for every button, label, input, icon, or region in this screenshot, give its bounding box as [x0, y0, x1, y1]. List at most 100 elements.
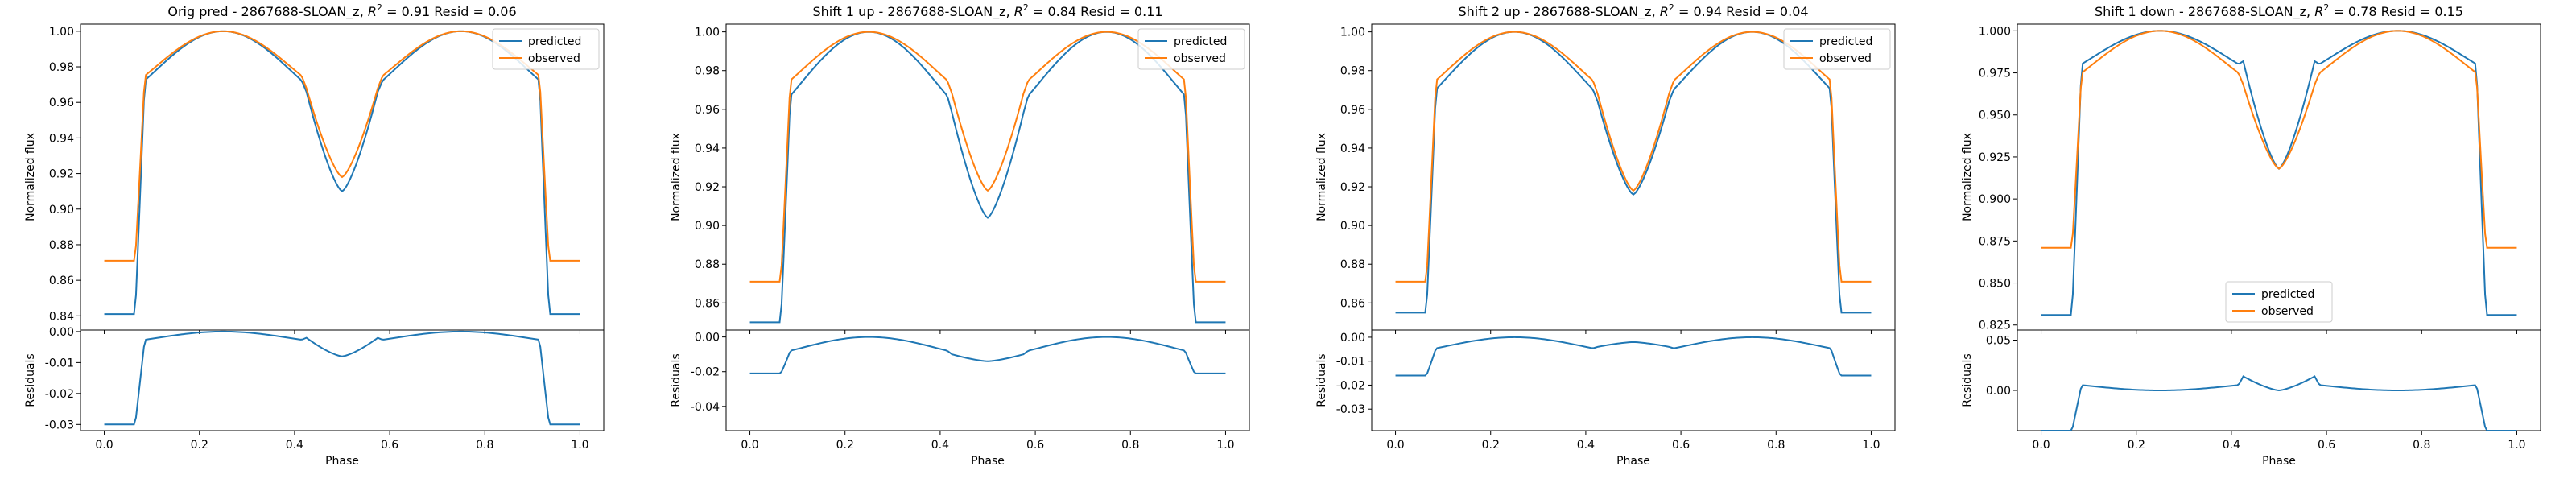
- title-prefix: Shift 1 up - 2867688-SLOAN_z,: [812, 4, 1013, 20]
- resid-ytick-label: 0.00: [1986, 385, 2011, 398]
- resid-y-axis-label: Residuals: [670, 353, 683, 407]
- flux-y-axis-label: Normalized flux: [670, 133, 683, 221]
- chart-title: Shift 2 up - 2867688-SLOAN_z, R2 = 0.94 …: [1458, 2, 1808, 20]
- flux-ytick-label: 0.98: [695, 65, 720, 78]
- xtick-label: 0.4: [931, 439, 949, 452]
- xtick-label: 0.8: [1767, 439, 1785, 452]
- flux-ytick-label: 0.96: [695, 104, 720, 117]
- xtick-label: 0.2: [1482, 439, 1500, 452]
- flux-ytick-label: 0.92: [49, 168, 74, 181]
- x-axis-label: Phase: [325, 455, 359, 468]
- title-prefix: Shift 2 up - 2867688-SLOAN_z,: [1458, 4, 1659, 20]
- flux-ytick-label: 0.96: [49, 97, 74, 109]
- flux-ytick-label: 0.92: [695, 181, 720, 194]
- resid-ytick-label: -0.03: [45, 419, 74, 431]
- chart-title: Orig pred - 2867688-SLOAN_z, R2 = 0.91 R…: [167, 2, 516, 20]
- r2-equals: =: [2329, 4, 2348, 19]
- flux-ytick-label: 0.850: [1979, 278, 2011, 291]
- flux-ytick-label: 0.88: [1340, 258, 1365, 271]
- flux-ytick-label: 1.00: [49, 26, 74, 39]
- predicted-series-line: [1395, 31, 1872, 314]
- residual-series-line: [2041, 375, 2517, 431]
- flux-ytick-label: 0.88: [695, 258, 720, 271]
- flux-ytick-label: 0.88: [49, 239, 74, 252]
- legend-observed-label: observed: [2261, 305, 2314, 318]
- xtick-label: 0.2: [2128, 439, 2145, 452]
- residual-series-line: [749, 336, 1226, 374]
- residual-axes-frame: [2017, 329, 2541, 431]
- residual-axes-frame: [725, 329, 1250, 431]
- legend: predicted observed: [2225, 281, 2333, 323]
- flux-ytick-label: 0.84: [49, 310, 74, 323]
- legend-observed-label: observed: [528, 52, 580, 65]
- resid-ytick-label: -0.01: [45, 357, 74, 369]
- r2-exponent: 2: [377, 2, 382, 13]
- legend-predicted-label: predicted: [2261, 288, 2314, 301]
- legend-box: [492, 28, 600, 70]
- flux-ytick-label: 0.94: [695, 142, 720, 155]
- r2-equals: =: [382, 4, 402, 19]
- legend: predicted observed: [1137, 28, 1245, 70]
- legend-box: [1783, 28, 1891, 70]
- xtick-label: 0.0: [1386, 439, 1404, 452]
- flux-ytick-label: 0.86: [695, 297, 720, 310]
- r2-equals: =: [1029, 4, 1048, 19]
- flux-ytick-label: 0.86: [1340, 297, 1365, 310]
- flux-ytick-label: 0.825: [1979, 320, 2011, 332]
- r2-exponent: 2: [1669, 2, 1674, 13]
- legend-predicted-label: predicted: [528, 35, 581, 48]
- predicted-series-line: [749, 31, 1226, 324]
- xtick-label: 0.6: [381, 439, 398, 452]
- resid-ytick-label: -0.03: [1336, 403, 1365, 416]
- xtick-label: 0.4: [2223, 439, 2240, 452]
- resid-ytick-label: -0.02: [691, 366, 720, 379]
- resid-y-axis-label: Residuals: [1961, 353, 1974, 407]
- flux-ytick-label: 0.90: [49, 204, 74, 217]
- r2-symbol: R: [2314, 4, 2323, 19]
- xtick-label: 0.6: [2318, 439, 2335, 452]
- legend: predicted observed: [1783, 28, 1891, 70]
- flux-ytick-label: 0.925: [1979, 151, 2011, 164]
- resid-ytick-label: 0.00: [1340, 332, 1365, 345]
- subplot-4: Shift 1 down - 2867688-SLOAN_z, R2 = 0.7…: [1961, 2, 2541, 468]
- resid-value: 0.06: [488, 4, 517, 19]
- r2-value: 0.84: [1047, 4, 1076, 19]
- residual-axes-frame: [1371, 329, 1896, 431]
- subplot-1: Orig pred - 2867688-SLOAN_z, R2 = 0.91 R…: [24, 2, 605, 468]
- xtick-label: 1.0: [571, 439, 588, 452]
- chart-title: Shift 1 up - 2867688-SLOAN_z, R2 = 0.84 …: [812, 2, 1162, 20]
- legend: predicted observed: [492, 28, 600, 70]
- xtick-label: 0.2: [836, 439, 854, 452]
- predicted-series-line: [2041, 30, 2517, 316]
- r2-symbol: R: [368, 4, 377, 19]
- flux-ytick-label: 0.98: [49, 61, 74, 74]
- r2-exponent: 2: [1023, 2, 1029, 13]
- xtick-label: 0.0: [2032, 439, 2050, 452]
- resid-ytick-label: -0.04: [691, 401, 720, 414]
- r2-equals: =: [1674, 4, 1694, 19]
- residual-series-line: [104, 330, 580, 426]
- xtick-label: 0.4: [286, 439, 303, 452]
- chart-title: Shift 1 down - 2867688-SLOAN_z, R2 = 0.7…: [2095, 2, 2463, 20]
- predicted-series-line: [104, 30, 580, 316]
- subplot-2: Shift 1 up - 2867688-SLOAN_z, R2 = 0.84 …: [670, 2, 1250, 468]
- xtick-label: 1.0: [2508, 439, 2525, 452]
- r2-symbol: R: [1660, 4, 1669, 19]
- resid-ytick-label: -0.01: [1336, 356, 1365, 369]
- resid-value: 0.11: [1134, 4, 1163, 19]
- flux-ytick-label: 1.00: [1340, 27, 1365, 39]
- resid-label: Resid =: [1722, 4, 1780, 19]
- resid-ytick-label: -0.02: [1336, 379, 1365, 392]
- flux-ytick-label: 0.90: [1340, 220, 1365, 233]
- xtick-label: 0.6: [1672, 439, 1690, 452]
- legend-predicted-label: predicted: [1819, 35, 1872, 48]
- xtick-label: 1.0: [1216, 439, 1234, 452]
- xtick-label: 0.0: [741, 439, 758, 452]
- resid-label: Resid =: [430, 4, 488, 19]
- r2-exponent: 2: [2323, 2, 2329, 13]
- x-axis-label: Phase: [971, 455, 1005, 468]
- resid-ytick-label: 0.00: [49, 326, 74, 339]
- r2-value: 0.94: [1693, 4, 1722, 19]
- legend-box: [2225, 281, 2333, 323]
- flux-y-axis-label: Normalized flux: [24, 133, 37, 221]
